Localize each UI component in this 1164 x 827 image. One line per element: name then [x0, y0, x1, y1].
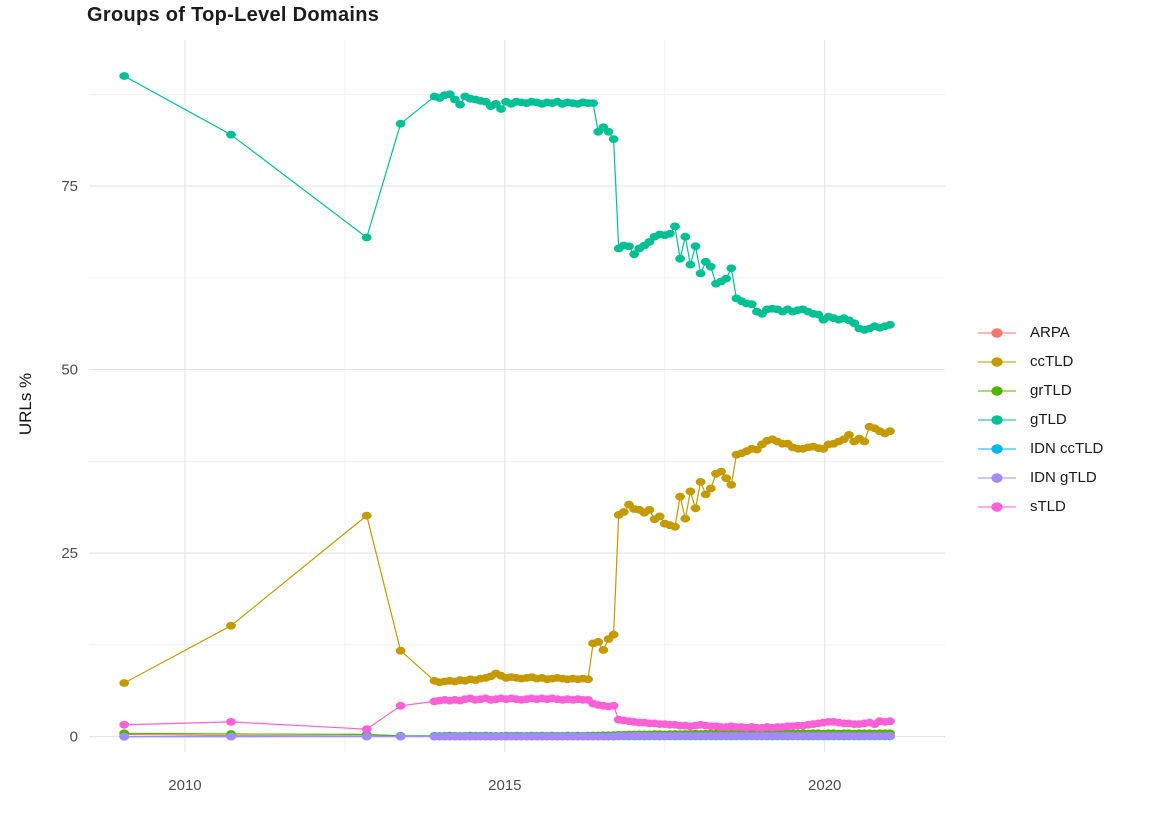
- y-tick-label: 0: [70, 729, 78, 746]
- legend-label: IDN ccTLD: [1030, 440, 1104, 457]
- legend: ARPA ccTLD grTLD gTLD IDN ccTLD IDN gTLD sTLD: [976, 318, 1103, 521]
- y-tick-label: 50: [61, 362, 78, 379]
- x-tick-label: 2015: [488, 777, 521, 794]
- series-lines: [123, 75, 891, 738]
- series-points: [119, 72, 895, 741]
- legend-key-icon: [978, 501, 1016, 512]
- legend-label: gTLD: [1030, 411, 1067, 428]
- series-points-ccTLD: [119, 422, 895, 687]
- legend-label: ARPA: [1030, 324, 1070, 341]
- legend-key-icon: [978, 414, 1016, 425]
- legend-key-icon: [978, 356, 1016, 367]
- x-tick-label: 2020: [808, 777, 841, 794]
- legend-item-IDN-ccTLD: IDN ccTLD: [976, 434, 1103, 463]
- legend-label: grTLD: [1030, 382, 1072, 399]
- legend-label: ccTLD: [1030, 353, 1074, 370]
- legend-item-gTLD: gTLD: [976, 405, 1103, 434]
- x-tick-label: 2010: [168, 777, 201, 794]
- legend-item-ccTLD: ccTLD: [976, 347, 1103, 376]
- legend-key-icon: [978, 385, 1016, 396]
- legend-key-icon: [978, 327, 1016, 338]
- legend-label: sTLD: [1030, 498, 1066, 515]
- series-line-gTLD: [123, 75, 891, 331]
- legend-key-icon: [978, 443, 1016, 454]
- x-axis-tick-labels: 2010 2015 2020: [168, 777, 841, 794]
- y-axis-tick-labels: 0 25 50 75: [61, 178, 78, 746]
- legend-key-icon: [978, 472, 1016, 483]
- y-tick-label: 25: [61, 545, 78, 562]
- series-points-sTLD: [119, 694, 895, 734]
- series-points-gTLD: [119, 72, 895, 334]
- legend-item-grTLD: grTLD: [976, 376, 1103, 405]
- y-tick-label: 75: [61, 178, 78, 195]
- series-points-IDN-gTLD: [119, 732, 895, 741]
- legend-item-sTLD: sTLD: [976, 492, 1103, 521]
- grid-minor: [89, 40, 945, 752]
- chart-title: Groups of Top-Level Domains: [87, 4, 380, 26]
- legend-item-IDN-gTLD: IDN gTLD: [976, 463, 1103, 492]
- legend-label: IDN gTLD: [1030, 469, 1097, 486]
- legend-item-ARPA: ARPA: [976, 318, 1103, 347]
